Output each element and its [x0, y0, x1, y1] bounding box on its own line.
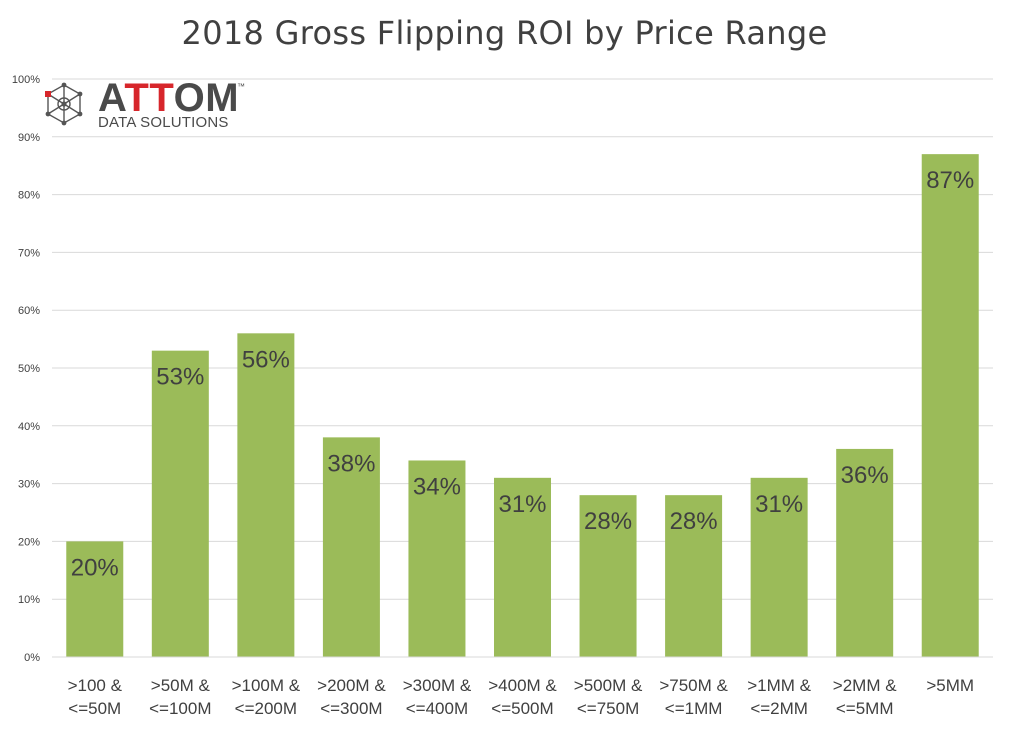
bar — [66, 541, 124, 657]
data-label: 20% — [71, 554, 119, 581]
y-tick-label: 10% — [18, 594, 40, 606]
y-tick-label: 100% — [12, 74, 40, 86]
x-tick-label: >500M & <=750M — [574, 676, 643, 718]
x-tick-label: >1MM & <=2MM — [747, 676, 811, 718]
bar — [921, 154, 979, 657]
y-tick-label: 40% — [18, 421, 40, 433]
data-label: 87% — [926, 167, 974, 194]
data-label: 31% — [755, 491, 803, 518]
y-tick-label: 90% — [18, 132, 40, 144]
data-label: 53% — [156, 364, 204, 391]
data-label: 38% — [327, 450, 375, 477]
y-tick-label: 30% — [18, 479, 40, 491]
x-tick-label: >300M & <=400M — [403, 676, 472, 718]
bar — [579, 495, 637, 657]
data-label: 28% — [584, 508, 632, 535]
x-tick-label: >5MM — [926, 676, 974, 695]
x-tick-label: >100 & <=50M — [68, 676, 123, 718]
y-tick-label: 0% — [24, 652, 40, 664]
data-label: 34% — [413, 473, 461, 500]
attom-logo: ATTOM ™ DATA SOLUTIONS — [42, 76, 252, 132]
bar — [151, 350, 209, 657]
y-tick-label: 70% — [18, 247, 40, 259]
bar — [322, 437, 380, 657]
x-tick-label: >400M & <=500M — [488, 676, 557, 718]
bar — [665, 495, 723, 657]
x-tick-label: >2MM & <=5MM — [833, 676, 897, 718]
attom-logo-icon — [45, 82, 83, 126]
bar — [237, 333, 295, 657]
y-tick-label: 80% — [18, 190, 40, 202]
y-tick-label: 50% — [18, 363, 40, 375]
bar — [494, 477, 551, 657]
logo-wordmark: ATTOM — [98, 76, 240, 120]
data-label: 56% — [242, 346, 290, 373]
bar — [408, 460, 466, 657]
data-label: 36% — [841, 462, 889, 489]
chart-title: 2018 Gross Flipping ROI by Price Range — [181, 14, 828, 52]
y-tick-label: 60% — [18, 305, 40, 317]
x-tick-label: >50M & <=100M — [149, 676, 211, 718]
x-tick-label: >750M & <=1MM — [659, 676, 728, 718]
bar — [750, 477, 808, 657]
data-label: 31% — [498, 491, 546, 518]
bar — [836, 448, 894, 657]
data-label: 28% — [670, 508, 718, 535]
logo-trademark: ™ — [237, 82, 245, 91]
y-tick-label: 20% — [18, 536, 40, 548]
x-tick-label: >200M & <=300M — [317, 676, 386, 718]
x-tick-label: >100M & <=200M — [232, 676, 301, 718]
logo-subtitle: DATA SOLUTIONS — [98, 114, 229, 131]
